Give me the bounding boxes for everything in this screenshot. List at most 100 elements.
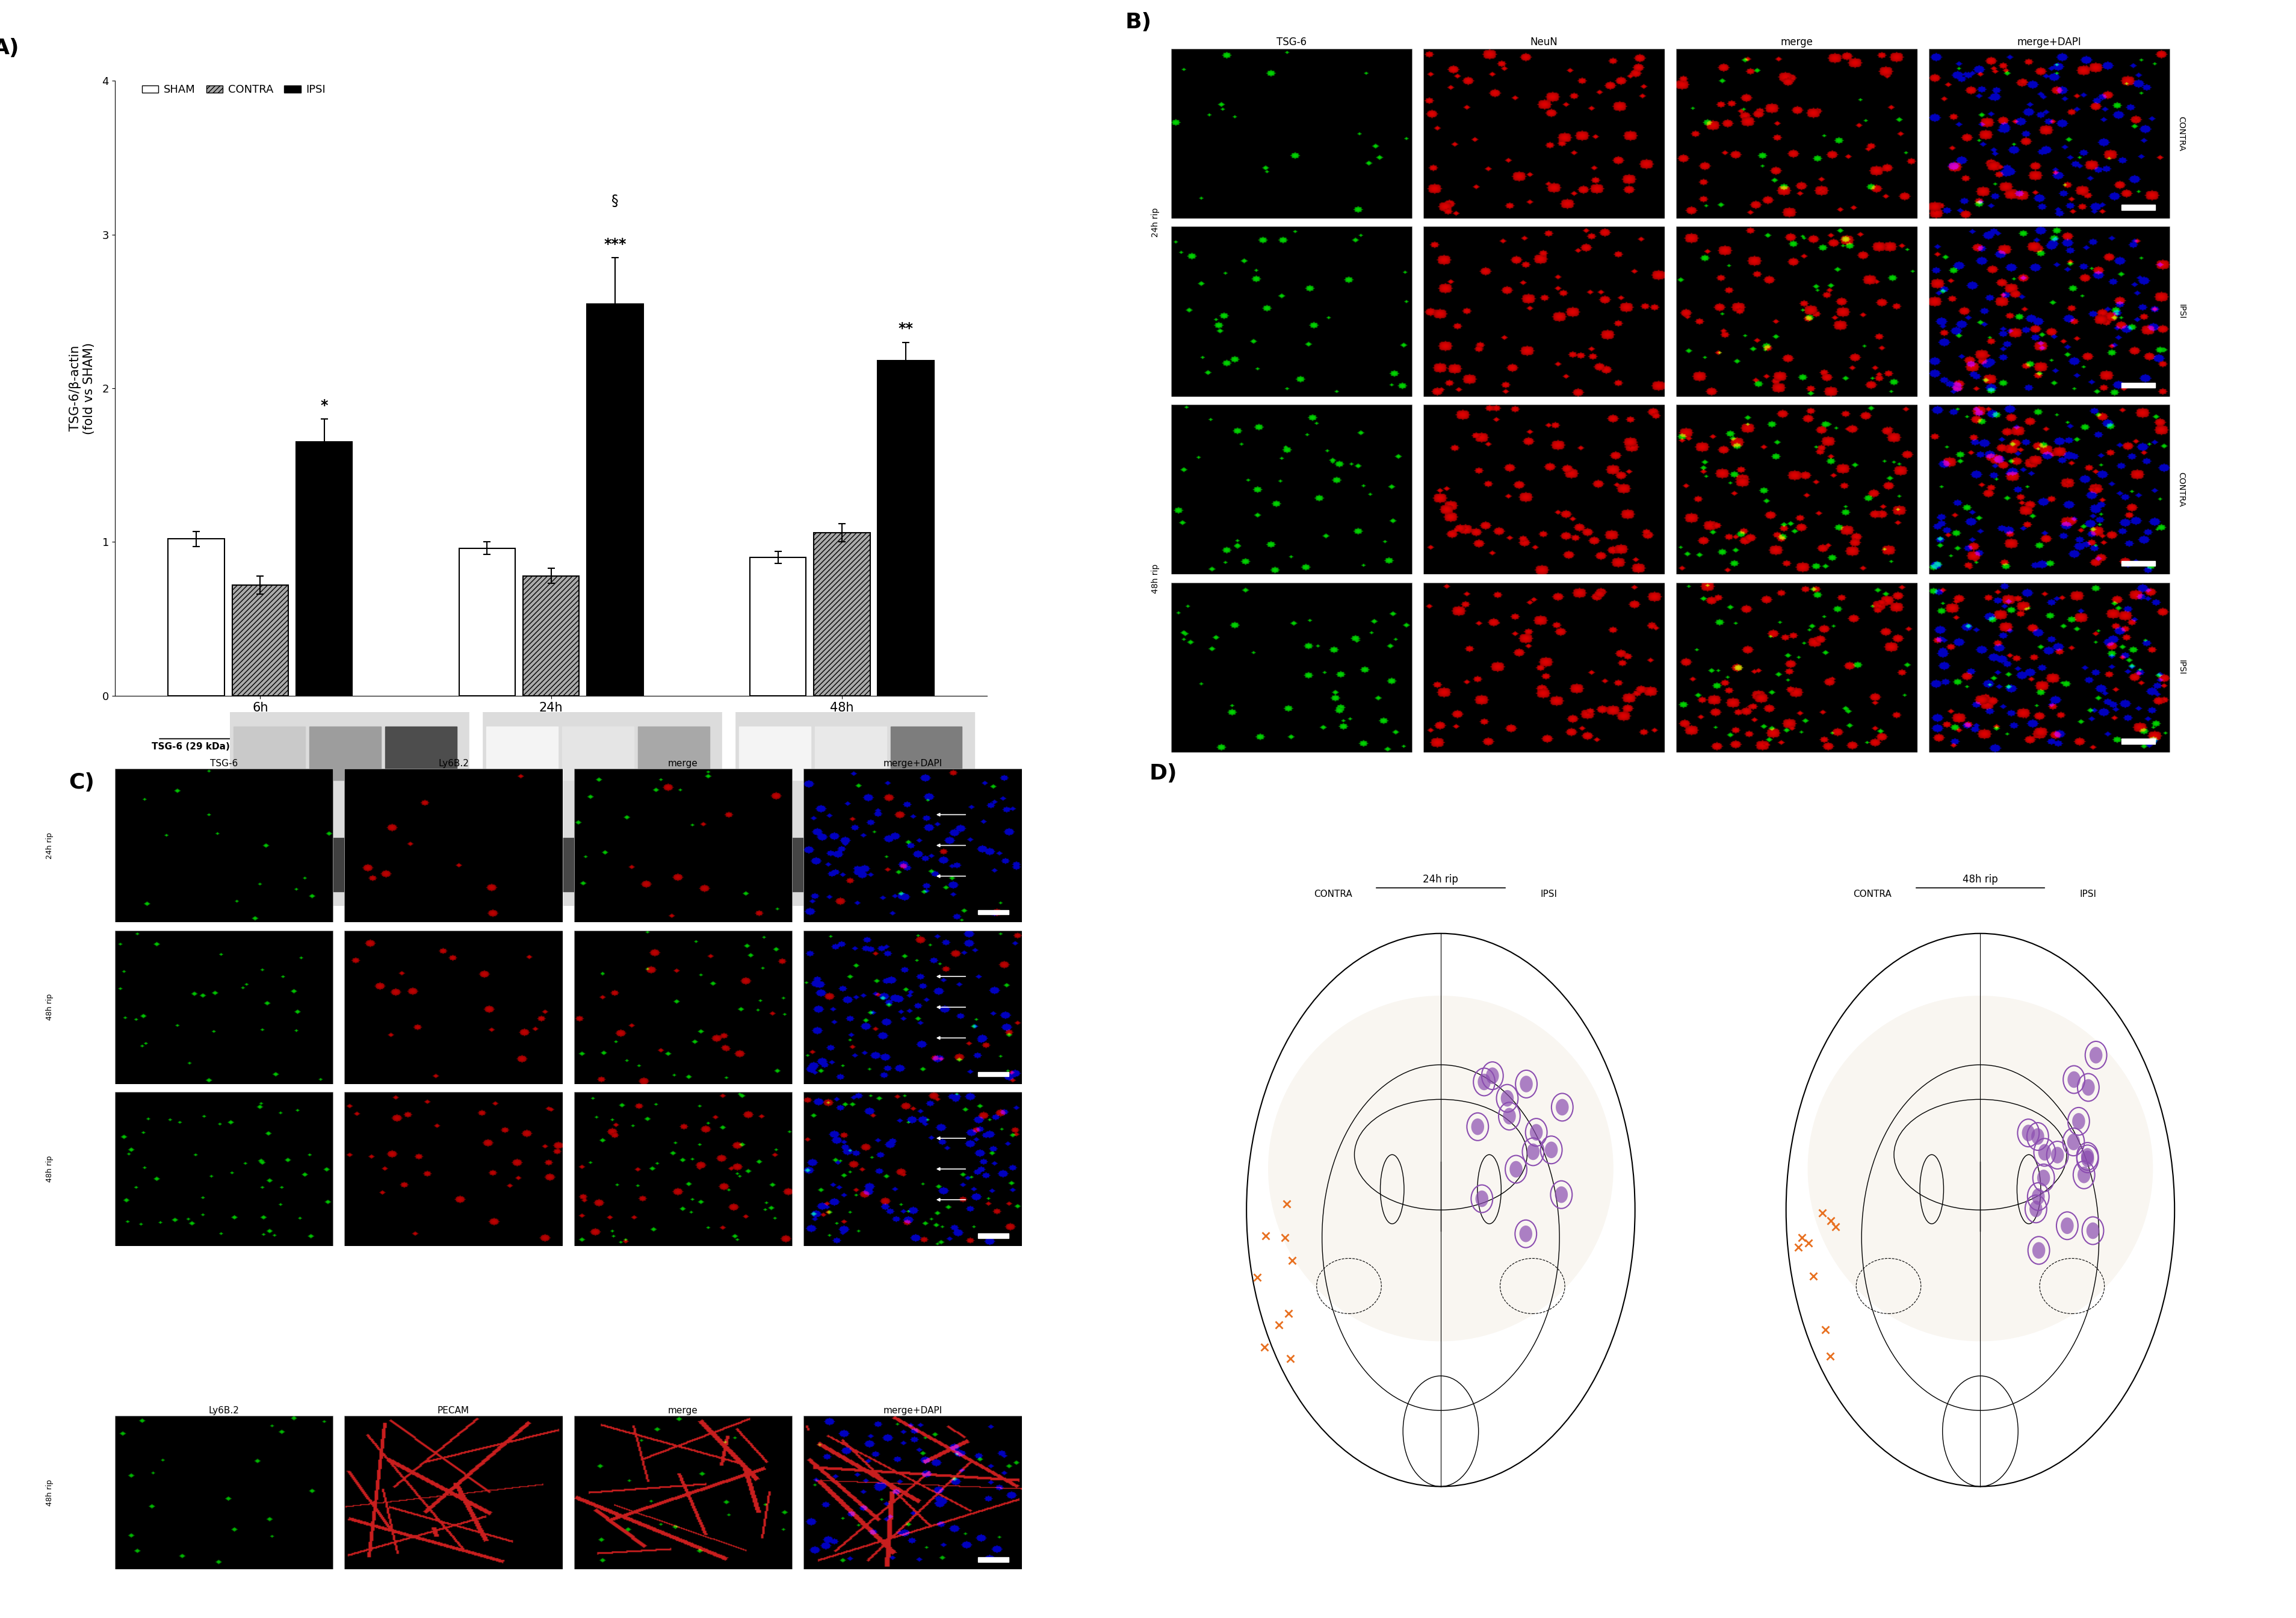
Text: B): B)	[1125, 11, 1153, 32]
Text: 48h rip: 48h rip	[46, 1479, 53, 1506]
Bar	[459, 549, 514, 696]
Bar	[563, 726, 634, 780]
Y-axis label: TSG-6/β-actin
(fold vs SHAM): TSG-6/β-actin (fold vs SHAM)	[69, 343, 96, 434]
Bar	[468, 712, 482, 906]
Text: C): C)	[69, 772, 94, 793]
Circle shape	[2087, 1222, 2099, 1239]
Text: IPSI: IPSI	[1541, 890, 1557, 900]
Circle shape	[2030, 1201, 2043, 1217]
Bar	[523, 576, 579, 696]
Bar	[310, 726, 381, 780]
Circle shape	[1504, 1108, 1515, 1125]
Text: 48h rip: 48h rip	[1150, 563, 1159, 594]
Text: β-actin (43 kDa): β-actin (43 kDa)	[147, 858, 230, 866]
Text: IPSI: IPSI	[2177, 660, 2186, 675]
Bar	[739, 726, 810, 780]
Text: 48h rip: 48h rip	[46, 1155, 53, 1183]
Circle shape	[2032, 1128, 2043, 1146]
Circle shape	[2066, 1134, 2080, 1150]
Bar	[482, 712, 721, 906]
Circle shape	[2089, 1047, 2103, 1063]
Circle shape	[2032, 1243, 2046, 1259]
Bar	[234, 726, 305, 780]
Bar	[891, 726, 962, 780]
Title: TSG-6: TSG-6	[1277, 37, 1306, 47]
Text: CONTRA: CONTRA	[1313, 890, 1352, 900]
Circle shape	[2073, 1113, 2085, 1129]
Circle shape	[1520, 1225, 1531, 1243]
Circle shape	[2082, 1079, 2094, 1095]
Legend: SHAM, CONTRA, IPSI: SHAM, CONTRA, IPSI	[138, 81, 331, 100]
Text: D): D)	[1150, 764, 1178, 783]
Text: 24h rip: 24h rip	[1424, 874, 1458, 885]
Bar	[721, 712, 735, 906]
Circle shape	[2080, 1150, 2094, 1167]
Circle shape	[2080, 1149, 2094, 1165]
Circle shape	[1557, 1099, 1568, 1115]
Circle shape	[1520, 1076, 1534, 1092]
Text: ***: ***	[604, 238, 627, 251]
Text: CONTRA: CONTRA	[2177, 472, 2186, 506]
Circle shape	[1486, 1068, 1499, 1084]
Circle shape	[2023, 1125, 2034, 1141]
Circle shape	[1554, 1186, 1568, 1202]
Text: 24h rip: 24h rip	[1150, 207, 1159, 238]
Bar	[296, 442, 351, 696]
Bar	[2122, 383, 2156, 388]
Bar	[638, 726, 709, 780]
Circle shape	[2078, 1167, 2089, 1183]
Bar	[735, 712, 976, 906]
Title: Ly6B.2: Ly6B.2	[439, 759, 468, 769]
Ellipse shape	[1807, 995, 2154, 1341]
Text: 24h rip: 24h rip	[46, 832, 53, 859]
Bar	[815, 838, 886, 892]
Circle shape	[2039, 1144, 2050, 1160]
Circle shape	[2050, 1147, 2064, 1163]
Bar	[739, 838, 810, 892]
Circle shape	[2037, 1170, 2050, 1186]
Title: merge: merge	[1779, 37, 1814, 47]
Circle shape	[1476, 1191, 1488, 1207]
Circle shape	[2032, 1188, 2046, 1205]
Text: CONTRA: CONTRA	[2177, 116, 2186, 150]
Bar	[588, 304, 643, 696]
Title: NeuN: NeuN	[1531, 37, 1557, 47]
Text: 48h rip: 48h rip	[1963, 874, 1998, 885]
Text: A): A)	[0, 37, 18, 58]
Text: CONTRA: CONTRA	[1853, 890, 1892, 900]
Circle shape	[1479, 1074, 1490, 1091]
Bar	[487, 838, 558, 892]
Bar	[891, 838, 962, 892]
Bar	[978, 909, 1008, 914]
Circle shape	[1502, 1091, 1513, 1107]
Title: merge: merge	[668, 1406, 698, 1416]
Title: TSG-6: TSG-6	[209, 759, 239, 769]
Bar	[2122, 739, 2156, 744]
Text: TSG-6 (29 kDa): TSG-6 (29 kDa)	[152, 743, 230, 751]
Bar	[168, 539, 225, 696]
Circle shape	[1545, 1142, 1557, 1158]
Circle shape	[2066, 1071, 2080, 1087]
Bar	[563, 838, 634, 892]
Bar	[386, 838, 457, 892]
Text: IPSI: IPSI	[2080, 890, 2096, 900]
Bar	[230, 712, 468, 906]
Bar	[877, 361, 934, 696]
Text: **: **	[898, 322, 914, 337]
Bar	[813, 532, 870, 696]
Bar	[638, 838, 709, 892]
Circle shape	[1472, 1118, 1483, 1134]
Text: 48h rip: 48h rip	[46, 993, 53, 1021]
Bar	[234, 838, 305, 892]
Bar	[751, 557, 806, 696]
Text: §: §	[611, 194, 618, 209]
Bar	[978, 1233, 1008, 1238]
Circle shape	[1527, 1144, 1541, 1160]
Title: merge+DAPI: merge+DAPI	[884, 759, 941, 769]
Title: merge+DAPI: merge+DAPI	[884, 1406, 941, 1416]
Bar	[487, 726, 558, 780]
Title: merge+DAPI: merge+DAPI	[2018, 37, 2080, 47]
Bar	[2122, 205, 2156, 210]
Bar	[2122, 561, 2156, 566]
Bar	[310, 838, 381, 892]
